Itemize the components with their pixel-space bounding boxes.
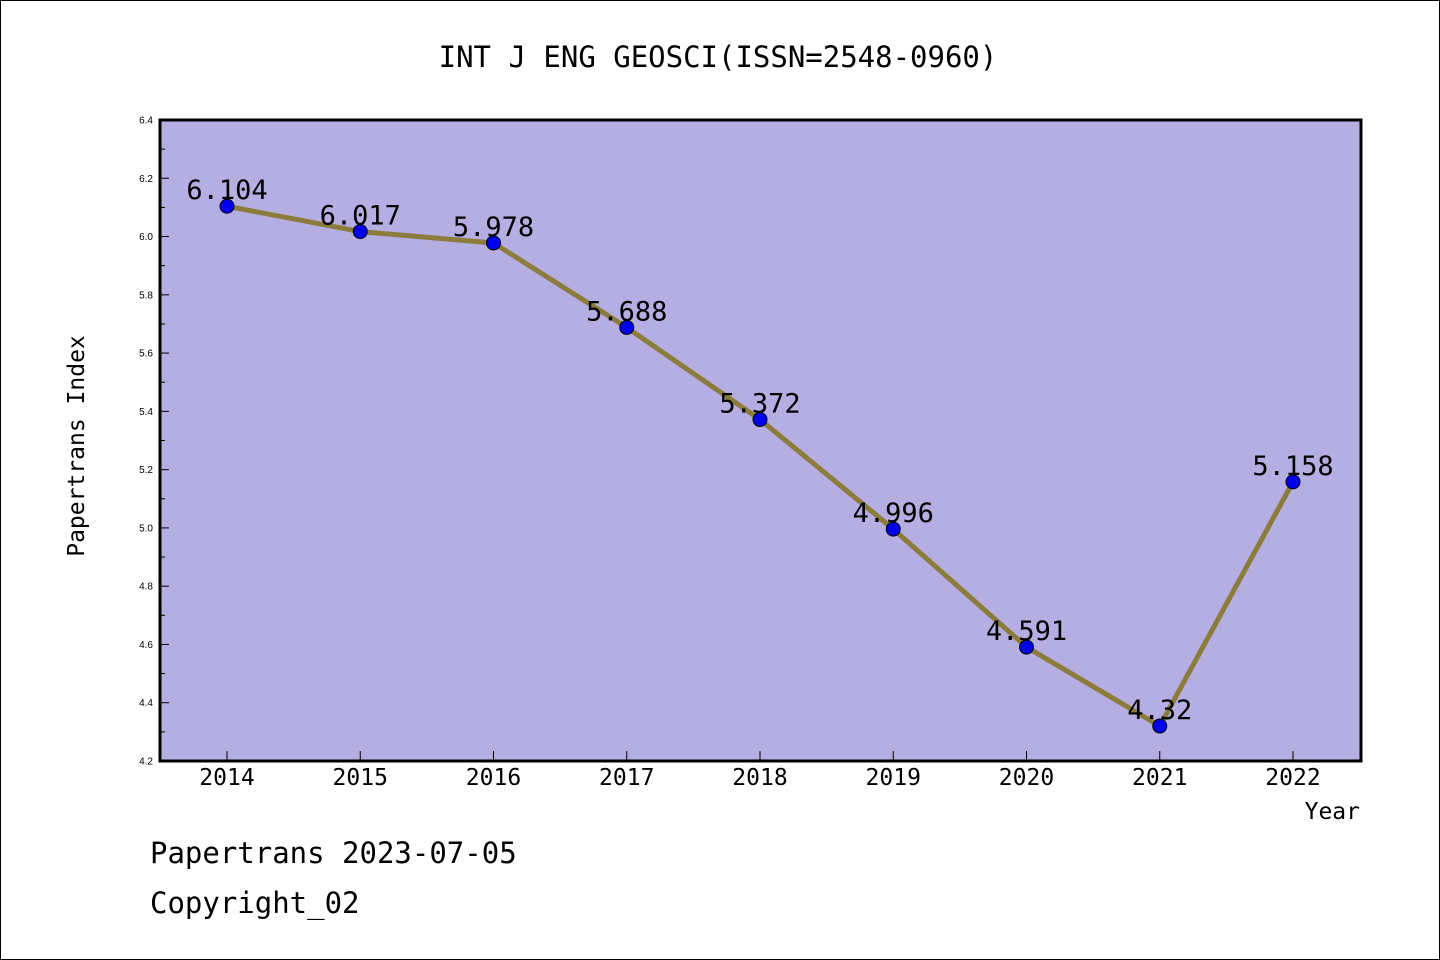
data-point [1285,474,1301,490]
y-tick-label: 6.2 [139,174,153,185]
data-labels: 6.104 6.017 5.978 5.688 5.372 4.996 4.591 4.32 5… [186,175,1333,726]
x-tick-label: 2022 [1265,765,1320,791]
y-tick-label: 5.6 [139,349,153,360]
data-point [885,521,901,537]
data-label: 5.372 [719,389,800,420]
data-point [1019,639,1034,655]
y-tick-label: 5.8 [139,290,153,301]
data-label: 5.158 [1252,451,1333,482]
data-label: 4.32 [1127,695,1192,726]
x-tick-label: 2015 [333,765,388,791]
data-point [486,235,501,251]
data-point [752,412,768,428]
data-point [1152,718,1168,734]
data-label: 6.104 [186,175,267,206]
y-tick-label: 4.2 [139,757,153,768]
x-tick-label: 2021 [1132,765,1187,791]
x-tick-label: 2017 [599,765,654,791]
data-label: 6.017 [320,201,401,232]
data-label: 4.996 [853,498,934,529]
data-point [219,198,235,214]
y-tick-label: 5.0 [139,523,153,534]
data-points [219,198,1301,734]
y-tick-label: 4.4 [139,698,153,709]
data-point [619,319,635,335]
chart-title: INT J ENG GEOSCI(ISSN=2548-0960) [439,40,998,74]
y-tick-label: 4.6 [139,640,153,651]
y-tick-label: 5.2 [139,465,153,476]
x-tick-label: 2018 [732,765,787,791]
data-label: 5.688 [586,296,667,327]
y-axis: 4.2 4.4 4.6 4.8 5.0 5.2 5.4 5.6 5.8 6.0 6.2 6.4 [139,116,169,768]
y-tick-label: 4.8 [139,582,153,593]
footer-date: Papertrans 2023-07-05 [150,836,517,870]
x-tick-label: 2016 [466,765,521,791]
data-point [352,224,368,240]
x-tick-label: 2019 [866,765,921,791]
y-tick-label: 6.4 [139,116,153,127]
y-axis-label: Papertrans Index [64,335,90,557]
data-label: 5.978 [453,212,534,243]
x-axis: 2014 2015 2016 2017 2018 2019 2020 2021 2022 [199,751,1321,791]
x-tick-label: 2014 [199,765,254,791]
data-label: 4.591 [986,616,1067,647]
footer-copyright: Copyright_02 [150,886,360,920]
x-axis-label: Year [1305,799,1360,825]
y-tick-label: 6.0 [139,232,153,243]
y-tick-label: 5.4 [139,407,153,418]
x-tick-label: 2020 [999,765,1054,791]
